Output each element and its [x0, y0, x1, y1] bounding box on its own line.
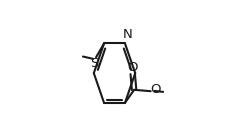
Text: N: N	[122, 28, 132, 41]
Text: S: S	[90, 57, 99, 70]
Text: O: O	[151, 83, 161, 96]
Text: O: O	[128, 61, 138, 74]
